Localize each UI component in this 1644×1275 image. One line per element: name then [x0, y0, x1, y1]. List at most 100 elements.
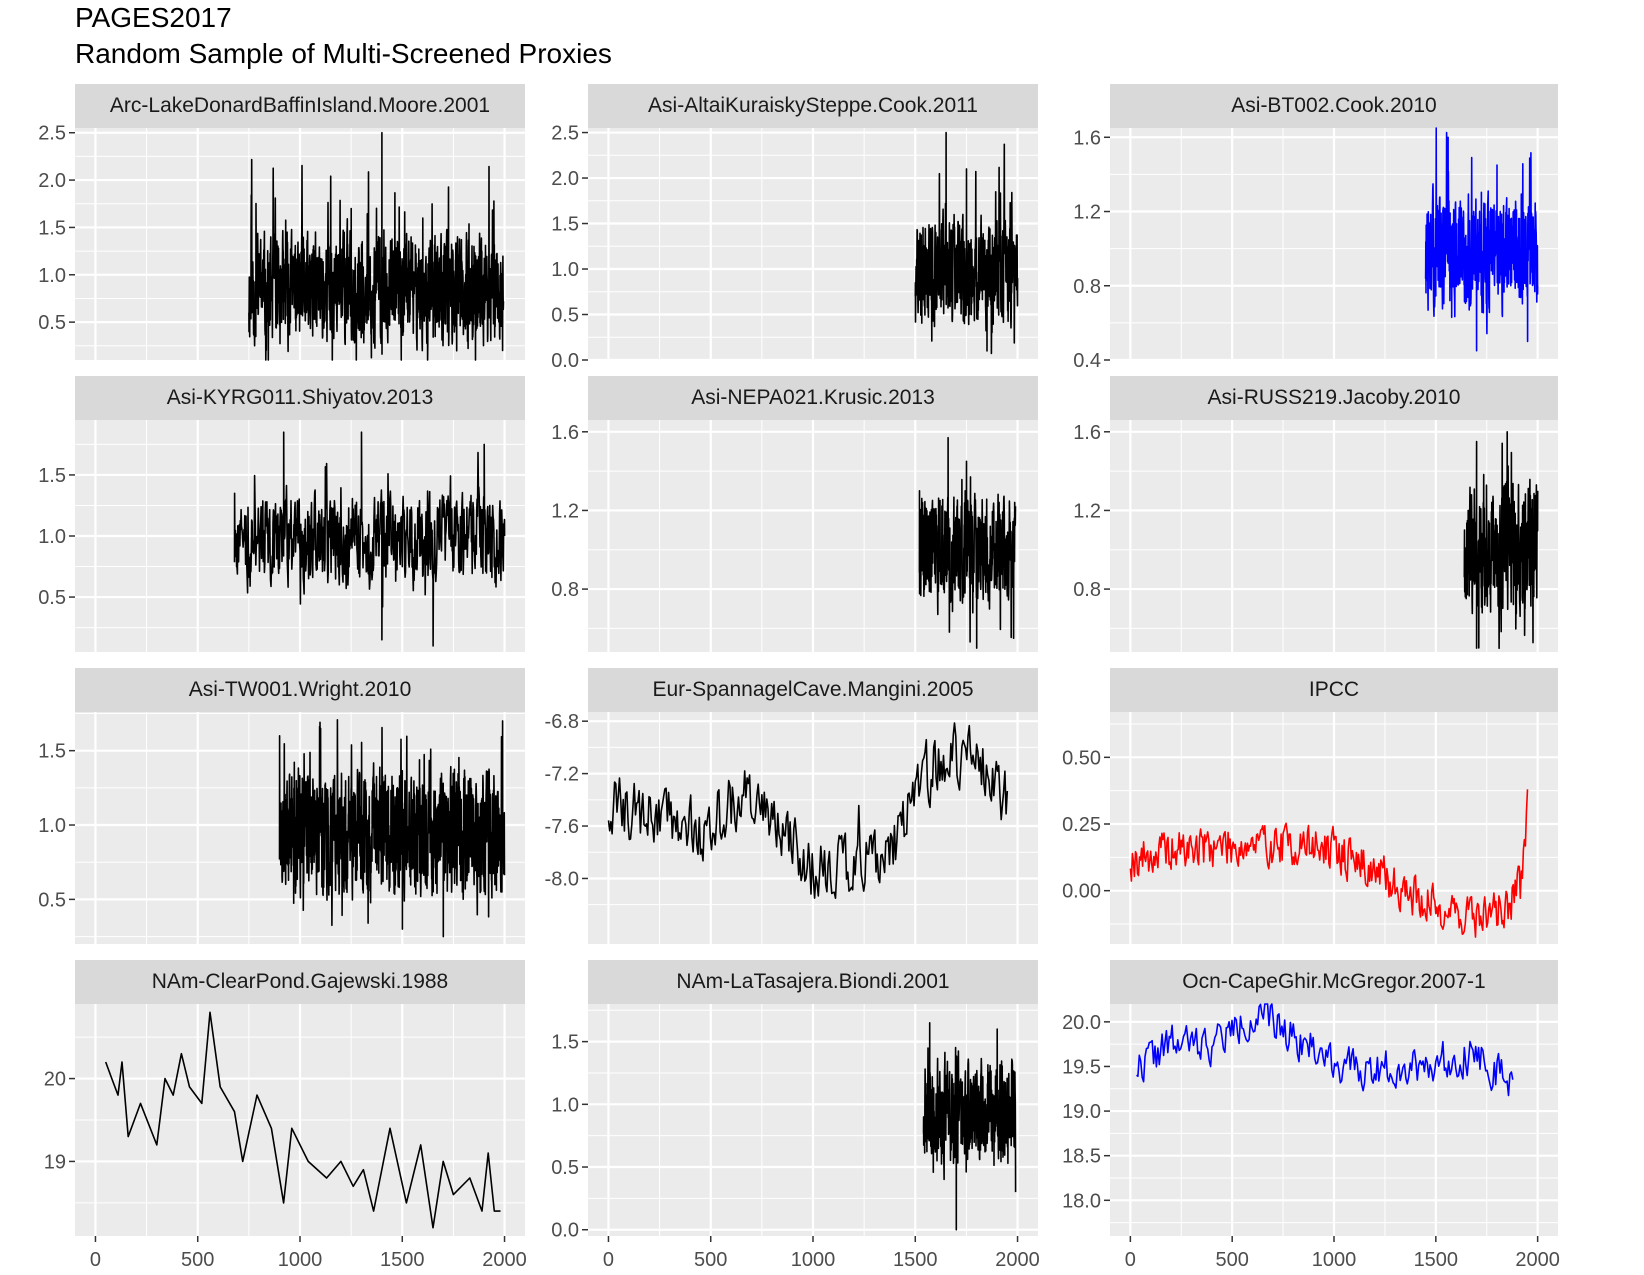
facet-strip-label: Asi-NEPA021.Krusic.2013	[691, 386, 935, 409]
facet-strip	[75, 376, 525, 420]
facet-strip-label: Eur-SpannagelCave.Mangini.2005	[652, 678, 973, 701]
y-tick-label: 0.8	[551, 579, 579, 601]
facet-strip	[75, 668, 525, 712]
facet-strip	[1110, 668, 1558, 712]
series-line	[1129, 789, 1529, 938]
y-tick-label: 0.4	[1073, 350, 1101, 372]
facet-strip	[588, 84, 1038, 128]
x-tick-label: 1500	[380, 1249, 425, 1271]
x-tick-label: 0	[603, 1249, 614, 1271]
x-tick-label: 0	[1125, 1249, 1136, 1271]
x-tick-label: 500	[181, 1249, 214, 1271]
facet-strip-label: Asi-KYRG011.Shiyatov.2013	[167, 386, 434, 409]
facet-panel: Asi-RUSS219.Jacoby.2010 0.8 1.2 1.6	[1073, 376, 1558, 652]
y-tick-label: 1.5	[551, 214, 579, 236]
facet-strip	[75, 960, 525, 1004]
facet-strip	[1110, 376, 1558, 420]
series-line	[104, 1011, 501, 1229]
series-line	[248, 131, 505, 361]
chart-title: PAGES2017	[75, 2, 232, 33]
y-tick-label: 1.5	[38, 465, 66, 487]
y-tick-label: 0.5	[38, 587, 66, 609]
facet-strip-label: Asi-AltaiKuraiskySteppe.Cook.2011	[648, 94, 978, 117]
x-tick-label: 1500	[893, 1249, 938, 1271]
x-tick-label: 1000	[278, 1249, 323, 1271]
y-tick-label: 1.5	[551, 1032, 579, 1054]
facet-strip-label: Asi-TW001.Wright.2010	[189, 678, 412, 701]
x-tick-label: 1000	[1312, 1249, 1357, 1271]
facet-strip-label: NAm-ClearPond.Gajewski.1988	[152, 970, 448, 993]
facet-panel: IPCC 0.00 0.25 0.50	[1062, 668, 1558, 944]
y-tick-label: 0.0	[551, 350, 579, 372]
facet-panel: Asi-AltaiKuraiskySteppe.Cook.2011 0.0 0.5 1…	[551, 84, 1038, 372]
y-tick-label: 20.0	[1062, 1012, 1101, 1034]
y-tick-label: 1.0	[551, 259, 579, 281]
y-tick-label: 2.5	[38, 123, 66, 145]
facet-strip-label: Ocn-CapeGhir.McGregor.2007-1	[1182, 970, 1485, 993]
y-tick-label: -7.6	[545, 816, 579, 838]
y-tick-label: 1.0	[38, 265, 66, 287]
x-tick-label: 0	[90, 1249, 101, 1271]
x-tick-label: 500	[1215, 1249, 1248, 1271]
y-tick-label: 1.6	[1073, 422, 1101, 444]
facet-strip-label: NAm-LaTasajera.Biondi.2001	[676, 970, 949, 993]
series-line	[914, 131, 1019, 355]
y-tick-label: 1.2	[551, 500, 579, 522]
series-line	[918, 436, 1017, 649]
facet-strip	[588, 960, 1038, 1004]
facet-strip-label: Asi-RUSS219.Jacoby.2010	[1208, 386, 1461, 409]
series-line	[278, 719, 506, 938]
y-tick-label: 0.5	[38, 312, 66, 334]
series-line	[1463, 431, 1539, 650]
facet-strip	[1110, 84, 1558, 128]
y-tick-label: 2.5	[551, 123, 579, 145]
y-tick-label: 1.5	[38, 741, 66, 763]
facet-panel: NAm-LaTasajera.Biondi.2001 0.0 0.5 1.0 1.5 0 5…	[551, 960, 1040, 1271]
y-tick-label: -6.8	[545, 711, 579, 733]
facet-strip-label: IPCC	[1309, 678, 1359, 701]
facet-strip	[588, 376, 1038, 420]
y-tick-label: -7.2	[545, 764, 579, 786]
facet-panel: Asi-BT002.Cook.2010 0.4 0.8 1.2 1.6	[1073, 84, 1558, 372]
series-line	[1424, 127, 1539, 352]
y-tick-label: 0.50	[1062, 747, 1101, 769]
y-tick-label: 2.0	[38, 170, 66, 192]
y-tick-label: 1.2	[1073, 500, 1101, 522]
y-tick-label: 1.0	[38, 815, 66, 837]
facet-strip	[588, 668, 1038, 712]
y-tick-label: 1.0	[551, 1094, 579, 1116]
y-tick-label: 19.0	[1062, 1101, 1101, 1123]
y-tick-label: 1.5	[38, 217, 66, 239]
y-tick-label: 0.25	[1062, 814, 1101, 836]
facet-panel: NAm-ClearPond.Gajewski.1988 19 20 0 500 1000 1…	[44, 960, 527, 1271]
x-tick-label: 1500	[1414, 1249, 1459, 1271]
x-tick-label: 2000	[482, 1249, 527, 1271]
y-tick-label: 0.8	[1073, 276, 1101, 298]
y-tick-label: 0.0	[551, 1220, 579, 1242]
x-tick-label: 1000	[791, 1249, 836, 1271]
y-tick-label: 2.0	[551, 168, 579, 190]
y-tick-label: 20	[44, 1069, 66, 1091]
facet-panel: Asi-NEPA021.Krusic.2013 0.8 1.2 1.6	[551, 376, 1038, 652]
y-tick-label: 19.5	[1062, 1056, 1101, 1078]
x-tick-label: 2000	[1515, 1249, 1560, 1271]
facet-panel: Ocn-CapeGhir.McGregor.2007-1 18.0 18.5 19.0…	[1062, 960, 1560, 1271]
series-line	[1136, 1003, 1514, 1097]
series-line	[607, 722, 1009, 899]
y-tick-label: 19	[44, 1151, 66, 1173]
y-tick-label: 0.5	[38, 889, 66, 911]
facet-strip-label: Asi-BT002.Cook.2010	[1231, 94, 1436, 117]
y-tick-label: 1.6	[1073, 127, 1101, 149]
facet-panel: Asi-TW001.Wright.2010 0.5 1.0 1.5	[38, 668, 525, 944]
y-tick-label: 18.0	[1062, 1190, 1101, 1212]
facet-panel: Arc-LakeDonardBaffinIsland.Moore.2001 0.5…	[38, 84, 525, 361]
facet-strip	[75, 84, 525, 128]
y-tick-label: 0.5	[551, 1157, 579, 1179]
y-tick-label: -8.0	[545, 868, 579, 890]
y-tick-label: 1.0	[38, 526, 66, 548]
facet-strip	[1110, 960, 1558, 1004]
series-line	[233, 431, 506, 647]
y-tick-label: 0.5	[551, 305, 579, 327]
series-line	[922, 1022, 1017, 1231]
